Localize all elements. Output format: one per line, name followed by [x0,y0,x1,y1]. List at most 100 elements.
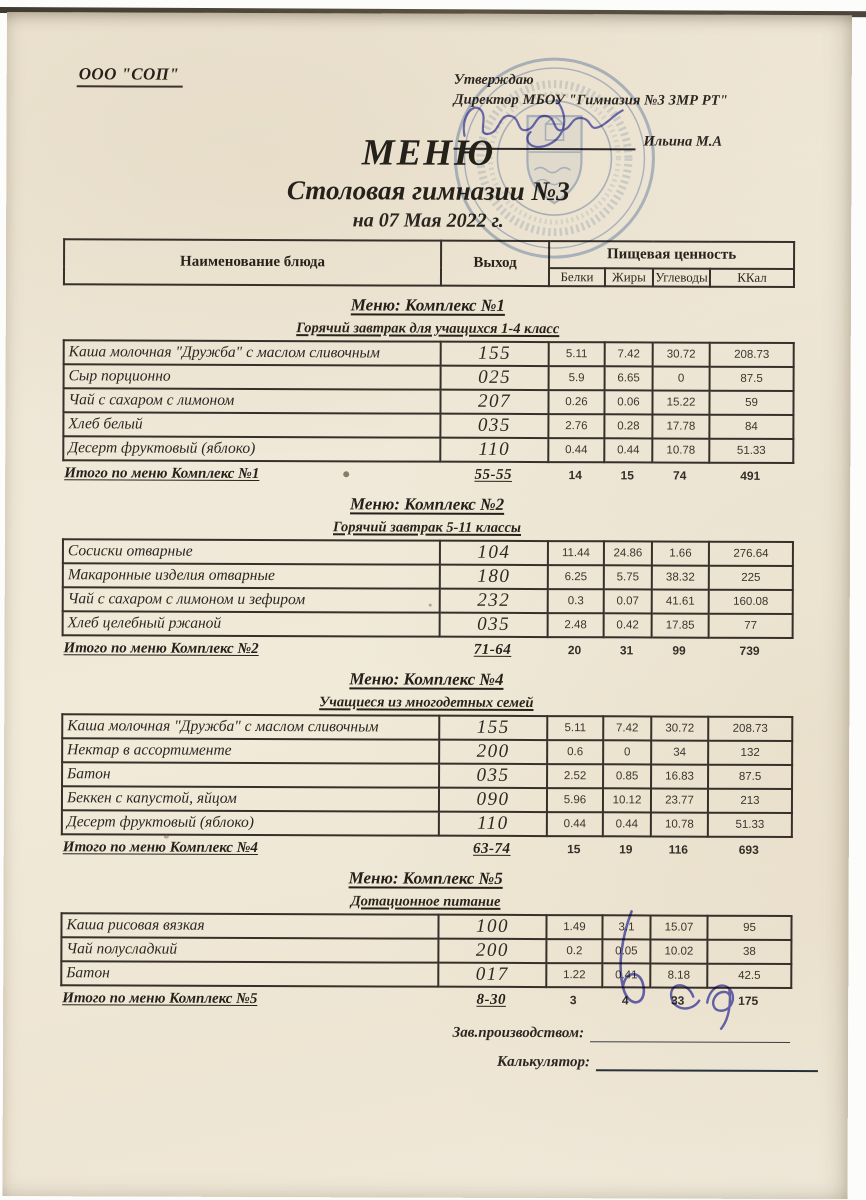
table-row: Хлеб белый 035 2.76 0.28 17.78 84 [63,412,794,440]
total-carbs: 116 [668,842,688,857]
dish-name-cell: Десерт фруктовый (яблоко) [61,810,439,836]
output-cell: 017 [438,962,547,988]
table-row: Батон 035 2.52 0.85 16.83 87.5 [62,762,793,790]
dish-name-cell: Сосиски отварные [62,539,440,565]
protein-cell: 2.52 [547,764,604,789]
paper-sheet: ООО "СОП" Утверждаю Директор МБОУ "Гимна… [2,12,852,1200]
protein-cell: 11.44 [547,541,604,566]
menu-table: Каша молочная "Дружба" с маслом сливочны… [60,713,794,839]
dish-name-cell: Чай с сахаром с лимоном [63,388,441,414]
kcal-cell: 87.5 [708,764,793,790]
fat-cell: 5.75 [603,565,652,590]
menu-date: на 07 Мая 2022 г. [352,209,504,232]
signature-footer: Зав.производством: Калькулятор: [60,1023,818,1073]
protein-cell: 1.49 [546,915,603,940]
carbs-cell: 8.18 [650,963,708,988]
total-label: Итого по меню Комплекс №5 [62,989,258,1007]
carbs-cell: 30.72 [651,716,709,741]
col-header-kcal: ККал [709,268,795,288]
approval-director-line: Директор МБОУ "Гимназия №3 ЗМР РТ" [453,91,728,109]
total-kcal: 491 [740,468,761,483]
total-kcal: 739 [739,643,760,658]
col-header-nutrition: Пищевая ценность [549,241,795,270]
fat-cell: 0.41 [602,963,651,988]
menu-table: Сосиски отварные 104 11.44 24.86 1.66 27… [61,538,794,640]
carbs-cell: 10.78 [650,812,708,837]
fat-cell: 0.05 [602,939,651,964]
section-subheading: Дотационное питание [350,893,501,910]
table-row: Нектар в ассортименте 200 0.6 0 34 132 [62,738,793,766]
table-row: Каша рисовая вязкая 100 1.49 3.1 15.07 9… [61,913,792,941]
kcal-cell: 160.08 [708,589,793,615]
table-row: Каша молочная "Дружба" с маслом сливочны… [63,340,794,368]
output-cell: 100 [438,914,547,940]
kcal-cell: 87.5 [709,366,794,392]
protein-cell: 2.48 [547,613,604,638]
scan-speck [343,471,350,478]
total-output: 8-30 [476,991,506,1008]
kcal-cell: 225 [708,565,793,591]
kcal-cell: 77 [708,613,793,639]
table-row: Чай полусладкий 200 0.2 0.05 10.02 38 [61,937,792,965]
calculator-label: Калькулятор: [496,1053,591,1071]
total-protein: 3 [569,993,577,1008]
protein-cell: 0.26 [548,390,605,415]
production-manager-label: Зав.производством: [452,1024,585,1042]
calculator-signature-line [595,1057,818,1073]
fat-cell: 10.12 [602,788,652,813]
menu-section-complex-1: Меню: Комплекс №1 Горячий завтрак для уч… [62,294,795,487]
fat-cell: 0.07 [603,589,652,614]
fat-cell: 0.44 [604,438,653,463]
carbs-cell: 15.07 [650,915,708,940]
table-row: Сыр порционно 025 5.9 6.65 0 87.5 [63,364,794,392]
dish-name-cell: Нектар в ассортименте [62,738,440,764]
fat-cell: 0.28 [604,414,653,439]
protein-cell: 5.11 [548,342,605,367]
columns-header-table: Наименование блюда Выход Пищевая ценност… [62,238,796,289]
output-cell: 110 [438,811,547,837]
output-cell: 110 [440,437,549,463]
output-cell: 207 [440,389,549,415]
protein-cell: 0.44 [546,812,603,837]
carbs-cell: 41.61 [651,589,709,614]
total-protein: 20 [567,643,582,658]
carbs-cell: 38.32 [651,565,709,590]
dish-name-cell: Чай с сахаром с лимоном и зефиром [62,587,440,613]
total-fat: 15 [620,468,634,483]
protein-cell: 0.2 [546,939,603,964]
carbs-cell: 23.77 [650,788,709,813]
dish-name-cell: Каша молочная "Дружба" с маслом сливочны… [63,340,441,366]
protein-cell: 0.44 [548,438,605,463]
col-header-carbs: Углеводы [652,268,711,287]
kcal-cell: 42.5 [707,963,792,989]
total-output: 55-55 [474,466,513,483]
dish-name-cell: Батон [61,961,439,987]
page-subtitle: Столовая гимназии №3 [286,175,570,207]
fat-cell: 0.06 [604,390,653,415]
kcal-cell: 276.64 [708,541,793,567]
protein-cell: 5.11 [547,716,604,741]
scan-speck [428,603,432,607]
table-row: Хлеб целебный ржаной 035 2.48 0.42 17.85… [62,611,793,639]
dish-name-cell: Десерт фруктовый (яблоко) [63,436,441,462]
kcal-cell: 51.33 [707,812,792,838]
output-cell: 035 [440,413,549,439]
total-row: Итого по меню Комплекс №2 71-64 20 31 99… [62,637,792,662]
dish-name-cell: Каша молочная "Дружба" с маслом сливочны… [62,714,440,740]
kcal-cell: 95 [707,915,792,941]
carbs-cell: 34 [651,740,709,765]
section-subheading: Горячий завтрак для учащихся 1-4 класс [296,320,560,338]
approval-word: Утверждаю [453,71,534,89]
carbs-cell: 1.66 [651,541,709,566]
table-row: Беккен с капустой, яйцом 090 5.96 10.12 … [61,786,793,814]
section-heading: Меню: Комплекс №2 [350,494,505,514]
carbs-cell: 17.85 [651,613,709,638]
total-fat: 19 [619,842,633,857]
kcal-cell: 208.73 [708,716,793,742]
total-kcal: 693 [738,842,759,857]
dish-name-cell: Хлеб белый [63,412,441,438]
page-title: МЕНЮ [361,132,496,174]
total-carbs: 33 [670,993,685,1008]
kcal-cell: 208.73 [709,342,794,368]
